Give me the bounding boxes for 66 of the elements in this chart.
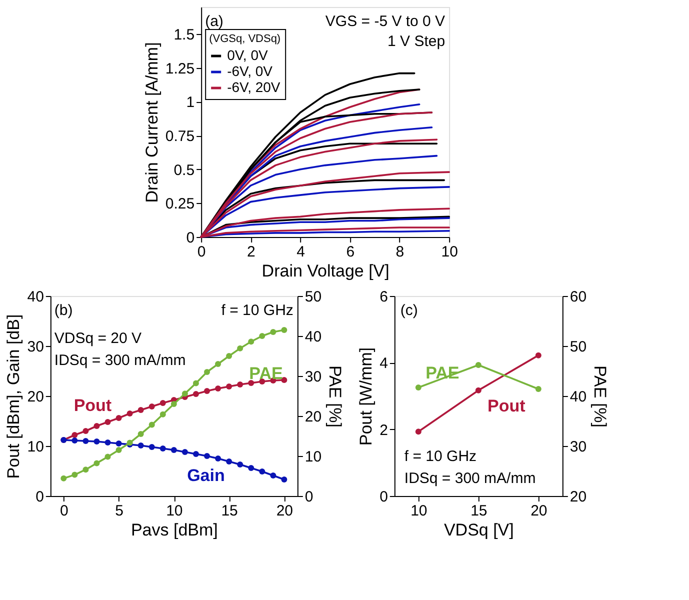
x-tick-label: 10 (410, 502, 428, 520)
annotation: VDSq = 20 V (54, 330, 142, 347)
y2-tick-label: 10 (304, 448, 322, 466)
y-tick-label: 0.5 (174, 162, 195, 179)
annotation: f = 10 GHz (404, 448, 477, 465)
series-label: PAE (249, 364, 283, 383)
x-tick-label: 20 (276, 502, 294, 520)
x-axis-title: Drain Voltage [V] (262, 262, 390, 280)
y-tick-label: 4 (380, 355, 388, 372)
x-tick-label: 15 (221, 502, 238, 520)
x-axis-title: Pavs [dBm] (130, 520, 218, 540)
y-tick-label: 6 (380, 288, 388, 306)
x-tick-label: 4 (296, 244, 305, 260)
y2-tick-label: 50 (304, 288, 322, 306)
y-tick-label: 10 (27, 438, 44, 456)
y-tick-label: 0.25 (165, 196, 195, 213)
y2-tick-label: 20 (304, 408, 322, 426)
annotation: f = 10 GHz (221, 302, 294, 319)
annotation: 1 V Step (388, 33, 446, 50)
x-tick-label: 8 (396, 244, 404, 260)
annotation: (a) (205, 13, 224, 30)
y2-axis-title: PAE [%] (590, 365, 610, 428)
x-tick-label: 2 (247, 244, 256, 260)
y2-tick-label: 20 (570, 488, 587, 506)
y-tick-label: 20 (27, 388, 44, 406)
y-tick-label: 1.5 (174, 26, 195, 44)
series-label: Gain (187, 466, 225, 485)
y2-tick-label: 40 (304, 328, 322, 346)
y2-axis-title: PAE [%] (326, 365, 345, 428)
x-axis-title: VDSq [V] (444, 520, 514, 540)
x-tick-label: 20 (530, 502, 548, 520)
y-axis-title: Drain Current [A/mm] (142, 42, 162, 203)
y-tick-label: 1 (186, 94, 195, 112)
y2-tick-label: 40 (570, 388, 587, 406)
y2-tick-label: 30 (304, 368, 322, 386)
y-tick-label: 0 (36, 488, 44, 506)
x-tick-label: 15 (470, 502, 488, 520)
annotation: IDSq = 300 mA/mm (54, 352, 186, 369)
y2-tick-label: 50 (570, 338, 587, 356)
series-label: Pout (488, 396, 526, 416)
y-tick-label: 2 (380, 422, 388, 439)
annotation: IDSq = 300 mA/mm (404, 470, 536, 487)
series-label: Pout (74, 396, 112, 415)
annotation: (b) (54, 302, 73, 319)
y2-tick-label: 60 (570, 288, 587, 306)
y-tick-label: 30 (27, 338, 44, 356)
legend-label: 0V, 0V (227, 47, 268, 63)
y-tick-label: 40 (27, 288, 44, 306)
x-tick-label: 6 (346, 244, 355, 260)
x-tick-label: 0 (60, 502, 68, 520)
y2-tick-label: 0 (304, 488, 314, 506)
annotation: VGS = -5 V to 0 V (325, 13, 446, 30)
y-tick-label: 0 (186, 230, 195, 246)
annotation: (c) (400, 302, 418, 319)
legend-title: (VGSq, VDSq) (209, 33, 281, 45)
y-axis-title: Pout [W/mm] (356, 347, 376, 446)
legend-label: -6V, 20V (227, 79, 281, 95)
legend-label: -6V, 0V (227, 63, 274, 79)
y-tick-label: 0.75 (165, 128, 195, 146)
x-tick-label: 0 (197, 244, 206, 260)
y-axis-title: Pout [dBm], Gain [dB] (4, 314, 24, 479)
y-tick-label: 1.25 (165, 60, 195, 78)
y2-tick-label: 30 (570, 438, 587, 456)
y-tick-label: 0 (380, 488, 388, 506)
x-tick-label: 10 (441, 244, 458, 260)
x-tick-label: 5 (115, 502, 124, 520)
